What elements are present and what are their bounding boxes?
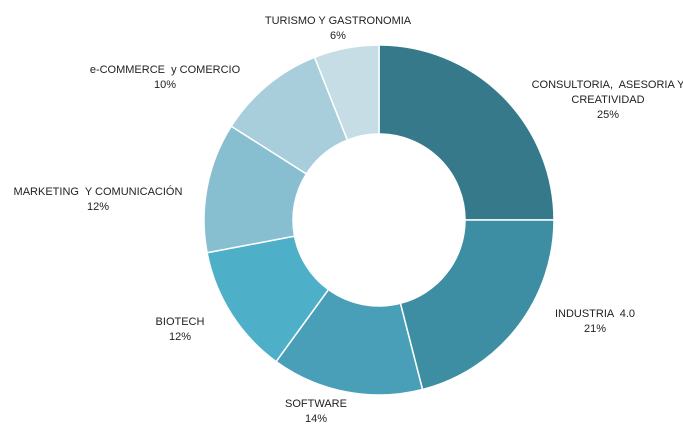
category-label: BIOTECH <box>155 316 205 328</box>
slice-label: SOFTWARE 14% <box>231 397 401 426</box>
slice-label: TURISMO Y GASTRONOMIA 6% <box>253 14 423 44</box>
category-label: MARKETING Y COMUNICACIÓN <box>13 186 183 198</box>
value-label: 6% <box>330 30 346 42</box>
value-label: 21% <box>583 323 607 335</box>
value-label: 12% <box>168 331 192 343</box>
slice <box>313 44 380 142</box>
category-label: INDUSTRIA 4.0 <box>554 308 636 320</box>
slice <box>399 219 555 391</box>
category-label: TURISMO Y GASTRONOMIA <box>264 15 412 27</box>
slice-label: e-COMMERCE y COMERCIO 10% <box>80 63 250 93</box>
category-label: SOFTWARE <box>285 398 347 410</box>
value-label: 12% <box>86 201 110 213</box>
value-label: 25% <box>596 108 620 121</box>
category-label: e-COMMERCE y COMERCIO <box>89 64 241 76</box>
value-label: 10% <box>153 79 177 91</box>
slice-label: MARKETING Y COMUNICACIÓN 12% <box>13 185 183 215</box>
value-label: 14% <box>304 413 328 425</box>
slice <box>378 44 555 221</box>
category-label: CONSULTORIA, ASESORIA Y CREATIVIDAD <box>531 78 683 106</box>
slice-label: INDUSTRIA 4.0 21% <box>510 307 680 337</box>
slice-label: BIOTECH 12% <box>95 315 265 345</box>
slice-label: CONSULTORIA, ASESORIA Y CREATIVIDAD 25% <box>523 78 683 123</box>
